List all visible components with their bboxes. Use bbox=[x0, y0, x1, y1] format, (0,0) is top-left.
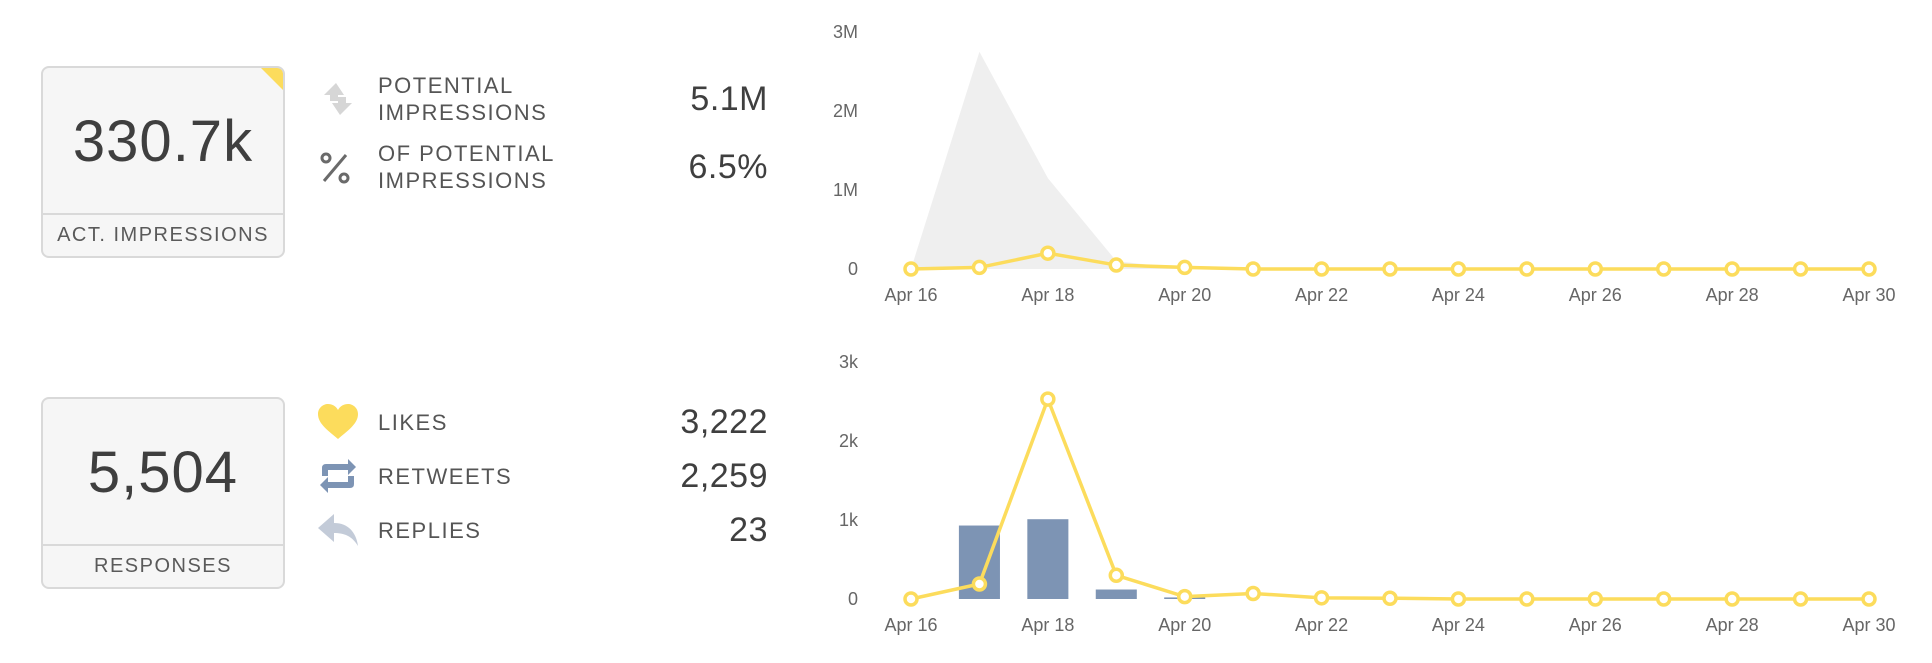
x-tick-label: Apr 26 bbox=[1569, 615, 1622, 635]
line-point bbox=[1861, 261, 1877, 277]
responses-section: 5,504 RESPONSES LIKES 3,222 RETWEETS 2,2… bbox=[0, 330, 1932, 658]
responses-value: 5,504 bbox=[87, 440, 239, 505]
percent-icon bbox=[320, 152, 350, 184]
line-point bbox=[1724, 261, 1740, 277]
x-tick-label: Apr 24 bbox=[1432, 285, 1485, 305]
line-point bbox=[1313, 590, 1330, 606]
line-point bbox=[971, 576, 988, 592]
line-point bbox=[1519, 591, 1535, 607]
replies-label: REPLIES bbox=[378, 517, 482, 543]
x-tick-label: Apr 16 bbox=[884, 615, 937, 635]
retweets-metric: RETWEETS 2,259 bbox=[316, 448, 776, 504]
line-point bbox=[903, 591, 919, 607]
corner-marker bbox=[261, 68, 283, 90]
x-tick-label: Apr 22 bbox=[1295, 615, 1348, 635]
impressions-section: 330.7k ACT. IMPRESSIONS POTENTIAL IMPRES… bbox=[0, 0, 1932, 330]
x-tick-label: Apr 30 bbox=[1842, 615, 1895, 635]
line-point bbox=[1655, 261, 1672, 277]
potential-impressions-label: POTENTIAL IMPRESSIONS bbox=[378, 73, 548, 125]
impressions-chart-svg: 0 1M 2M 3M Apr 16 Apr 18 Apr 20 Apr 22 Apr 24 Apr… bbox=[833, 22, 1896, 305]
line-point bbox=[1245, 585, 1261, 602]
percent-of-potential-value: 6.5% bbox=[688, 147, 768, 186]
y-tick-label: 2M bbox=[833, 101, 858, 121]
y-tick-label: 2k bbox=[839, 431, 859, 451]
retweets-label: RETWEETS bbox=[378, 463, 513, 489]
percent-of-potential-metric: OF POTENTIAL IMPRESSIONS 6.5% bbox=[316, 139, 776, 195]
likes-label: LIKES bbox=[378, 409, 448, 435]
line-point bbox=[1587, 261, 1604, 277]
x-tick-label: Apr 18 bbox=[1021, 615, 1074, 635]
heart-icon bbox=[318, 404, 358, 439]
potential-impressions-metric: POTENTIAL IMPRESSIONS 5.1M bbox=[316, 71, 776, 127]
replies-metric: REPLIES 23 bbox=[316, 502, 776, 558]
arrows-icon bbox=[324, 83, 352, 115]
act-impressions-value: 330.7k bbox=[72, 109, 254, 174]
x-tick-label: Apr 26 bbox=[1569, 285, 1622, 305]
line-point bbox=[1245, 261, 1261, 277]
x-tick-label: Apr 28 bbox=[1706, 615, 1759, 635]
x-tick-label: Apr 30 bbox=[1842, 285, 1895, 305]
line-point bbox=[1382, 261, 1398, 277]
y-tick-label: 3M bbox=[833, 22, 858, 42]
y-tick-label: 0 bbox=[848, 589, 858, 609]
y-tick-label: 1k bbox=[839, 510, 859, 530]
line-point bbox=[1450, 591, 1467, 607]
y-tick-label: 3k bbox=[839, 352, 859, 372]
line-point bbox=[971, 259, 988, 276]
x-tick-label: Apr 24 bbox=[1432, 615, 1485, 635]
y-tick-label: 0 bbox=[848, 259, 858, 279]
line-point bbox=[1108, 567, 1125, 584]
act-impressions-card[interactable]: 330.7k ACT. IMPRESSIONS bbox=[41, 66, 285, 258]
x-tick-label: Apr 18 bbox=[1021, 285, 1074, 305]
retweet-icon bbox=[320, 459, 356, 493]
replies-value: 23 bbox=[729, 510, 768, 549]
likes-value: 3,222 bbox=[680, 402, 768, 441]
x-tick-label: Apr 20 bbox=[1158, 285, 1211, 305]
responses-card[interactable]: 5,504 RESPONSES bbox=[41, 397, 285, 589]
line-point bbox=[1792, 261, 1809, 277]
line-point bbox=[1450, 261, 1467, 277]
line-point bbox=[1519, 261, 1535, 277]
reply-icon bbox=[318, 514, 358, 546]
line-point bbox=[1108, 257, 1125, 273]
x-tick-label: Apr 28 bbox=[1706, 285, 1759, 305]
percent-of-potential-label: OF POTENTIAL IMPRESSIONS bbox=[378, 141, 555, 193]
line-point bbox=[1176, 259, 1193, 276]
line-point bbox=[1655, 591, 1672, 607]
area-series bbox=[911, 51, 1869, 269]
line-point bbox=[1861, 591, 1877, 607]
responses-label: RESPONSES bbox=[43, 544, 283, 587]
y-tick-label: 1M bbox=[833, 180, 858, 200]
x-tick-label: Apr 22 bbox=[1295, 285, 1348, 305]
line-point bbox=[1040, 245, 1056, 261]
line-point bbox=[903, 261, 919, 277]
x-tick-label: Apr 20 bbox=[1158, 615, 1211, 635]
act-impressions-label: ACT. IMPRESSIONS bbox=[43, 213, 283, 256]
potential-impressions-value: 5.1M bbox=[690, 79, 768, 118]
likes-metric: LIKES 3,222 bbox=[316, 394, 776, 450]
line-point bbox=[1587, 591, 1604, 607]
bar bbox=[1095, 589, 1137, 599]
line-point bbox=[1176, 588, 1193, 605]
x-tick-label: Apr 16 bbox=[884, 285, 937, 305]
responses-chart: 0 1k 2k 3k Apr 16 Apr 18 Apr 20 Apr 22 Apr 24 Apr… bbox=[820, 330, 1932, 658]
retweets-value: 2,259 bbox=[680, 456, 768, 495]
bar bbox=[1027, 519, 1069, 599]
impressions-chart: 0 1M 2M 3M Apr 16 Apr 18 Apr 20 Apr 22 Apr 24 Apr… bbox=[820, 0, 1932, 330]
line-point bbox=[1040, 391, 1056, 407]
line-point bbox=[1792, 591, 1809, 607]
line-point bbox=[1382, 590, 1398, 606]
line-point bbox=[1313, 261, 1330, 277]
responses-chart-svg: 0 1k 2k 3k Apr 16 Apr 18 Apr 20 Apr 22 Apr 24 Apr… bbox=[839, 352, 1896, 635]
line-point bbox=[1724, 591, 1740, 607]
